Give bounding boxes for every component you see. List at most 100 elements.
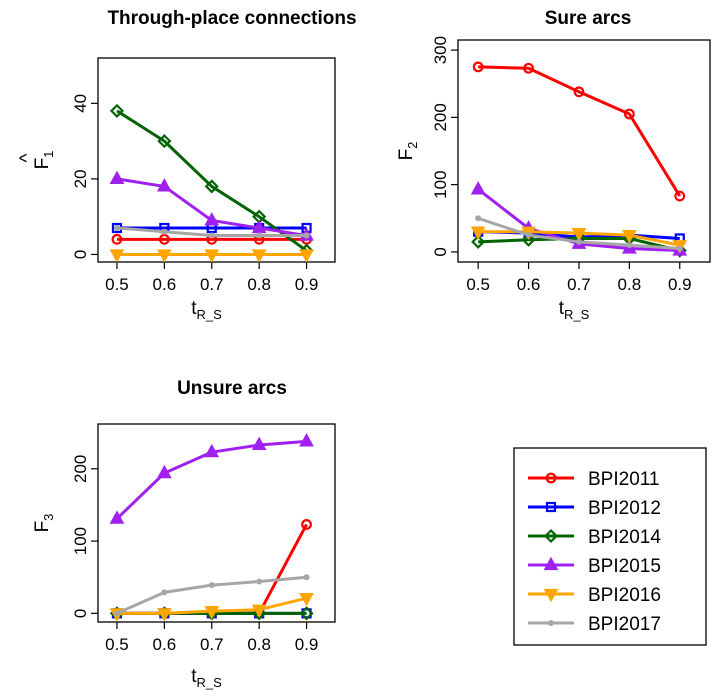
data-point (475, 215, 482, 222)
plot-frame (97, 57, 336, 263)
data-point (623, 108, 635, 120)
data-point (204, 212, 220, 226)
data-point (109, 249, 125, 263)
x-axis-label: tR_S (559, 298, 590, 322)
legend-entry-bpi2012: BPI2012 (528, 498, 661, 519)
chart-title: Through-place connections (107, 8, 356, 29)
x-tick-label: 0.7 (567, 275, 591, 294)
chart-panel-2: Sure arcs 0.5 0.6 0.7 0.8 0.9 0 100 200 300 F2 tR_S (396, 8, 711, 322)
x-tick-label: 0.8 (247, 275, 271, 294)
x-tick-label: 0.5 (466, 275, 490, 294)
legend: BPI2011 BPI2012 BPI2014 BPI2015 BPI2016 BPI20… (513, 447, 707, 646)
data-point (156, 249, 172, 263)
data-point (256, 232, 263, 239)
legend-marker (545, 472, 557, 484)
data-point (521, 232, 536, 247)
data-point (470, 181, 486, 195)
y-tick-label: 20 (71, 169, 90, 188)
data-point (161, 228, 168, 235)
y-tick-label: 0 (71, 250, 90, 259)
legend-marker (543, 588, 559, 603)
x-tick-label: 0.8 (247, 635, 271, 654)
legend-marker (548, 620, 554, 626)
data-point (204, 249, 220, 263)
data-point (299, 606, 314, 621)
data-point (156, 464, 172, 479)
data-point (161, 589, 168, 596)
series-bpi2014 (109, 103, 314, 258)
data-point (674, 190, 686, 202)
legend-label: BPI2014 (588, 527, 661, 548)
legend-entry-bpi2011: BPI2011 (528, 469, 659, 490)
data-point (113, 610, 120, 617)
series-bpi2015 (109, 433, 314, 524)
series-bpi2017 (113, 225, 310, 239)
y-axis-label: F1 (32, 151, 56, 170)
legend-label: BPI2016 (588, 585, 661, 606)
data-point (156, 608, 172, 622)
y-axis-label: F2 (396, 142, 420, 161)
data-point (252, 606, 267, 621)
data-point (204, 179, 219, 194)
plot-frame (457, 39, 711, 263)
data-point (256, 578, 263, 585)
x-tick-label: 0.9 (295, 275, 319, 294)
data-point (251, 249, 267, 263)
y-tick-label: 200 (431, 103, 450, 131)
data-point (111, 233, 123, 245)
chart-panel-1: Through-place connections 0.5 0.6 0.7 0.8 0.9… (17, 8, 357, 322)
data-point (251, 436, 267, 451)
x-tick-label: 0.7 (200, 275, 224, 294)
data-point (571, 227, 587, 242)
series-line (478, 65, 682, 197)
y-tick-label: 300 (431, 36, 450, 64)
data-point (157, 134, 172, 149)
data-point (109, 510, 125, 524)
y-tick-label: 40 (71, 94, 90, 113)
data-point (471, 234, 486, 249)
data-point (251, 219, 267, 234)
y-tick-label: 0 (431, 247, 450, 256)
data-point (303, 574, 310, 581)
data-point (472, 61, 484, 73)
data-point (208, 582, 215, 589)
data-point (676, 245, 683, 252)
x-tick-label: 0.9 (295, 635, 319, 654)
y-tick-label: 100 (71, 527, 90, 555)
plot-frame (97, 423, 336, 623)
data-point (208, 232, 215, 239)
x-tick-label: 0.5 (105, 275, 129, 294)
data-point (156, 178, 172, 192)
data-point (573, 86, 585, 98)
data-point (626, 242, 633, 249)
x-tick-label: 0.8 (618, 275, 642, 294)
legend-label: BPI2017 (588, 614, 661, 635)
legend-label: BPI2011 (588, 469, 659, 490)
y-tick-label: 0 (71, 609, 90, 618)
data-point (301, 519, 312, 530)
series-bpi2011 (472, 61, 686, 202)
series-line (116, 109, 308, 252)
series-bpi2016 (109, 249, 314, 263)
x-tick-label: 0.7 (200, 635, 224, 654)
y-tick-label: 100 (431, 170, 450, 198)
x-tick-label: 0.9 (668, 275, 692, 294)
data-point (109, 170, 125, 184)
data-point (575, 238, 582, 245)
x-axis-label: tR_S (191, 298, 222, 322)
data-point (621, 229, 637, 244)
legend-label: BPI2012 (588, 498, 661, 519)
series-bpi2016 (470, 226, 688, 254)
data-point (303, 232, 310, 239)
legend-entry-bpi2014: BPI2014 (528, 527, 661, 548)
data-point (158, 233, 170, 245)
y-axis-label: F3 (32, 514, 56, 533)
y-axis-label-hat: ^ (17, 153, 38, 162)
data-point (523, 62, 534, 74)
data-point (204, 443, 220, 458)
legend-label: BPI2015 (588, 556, 661, 577)
data-point (470, 226, 486, 241)
x-axis-label: tR_S (191, 666, 222, 690)
data-point (299, 433, 314, 447)
series-bpi2017 (475, 215, 683, 252)
